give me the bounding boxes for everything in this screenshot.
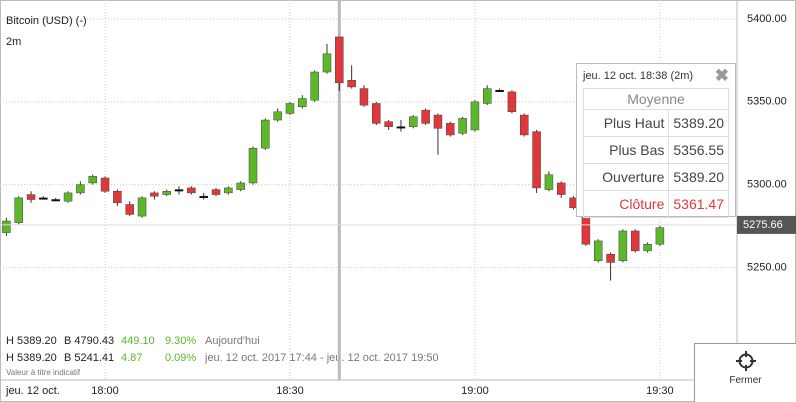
candle-body (298, 98, 307, 108)
candle-body (51, 199, 60, 202)
candle-body (88, 176, 97, 184)
candle-body (446, 123, 455, 136)
info-high: H 5389.20 (6, 352, 57, 364)
candle-body (655, 227, 665, 245)
info-low: B 4790.43 (64, 335, 114, 347)
chart-title: Bitcoin (USD) (-) (6, 15, 87, 27)
last-price-label: 5275.66 (743, 219, 783, 231)
candle-body (643, 243, 652, 252)
info-pct: 9.30% (165, 335, 196, 347)
row-label: Clôture (582, 190, 670, 218)
x-tick-label: 19:00 (461, 385, 489, 397)
candle-body (507, 91, 517, 113)
candle-body (224, 187, 233, 194)
candle-body (606, 253, 615, 263)
info-change: 449.10 (121, 335, 155, 347)
candle-body (174, 189, 184, 192)
candle-body (2, 220, 11, 233)
candle-body (359, 88, 369, 106)
candle-body (162, 190, 171, 195)
x-tick-label: 18:00 (91, 385, 119, 397)
row-label: Ouverture (582, 163, 670, 191)
candle-body (630, 230, 640, 252)
info-period: Aujourd'hui (205, 335, 260, 347)
tooltip-close[interactable]: ✖ (714, 66, 729, 85)
tooltip-average: Moyenne (583, 88, 729, 110)
candle-body (396, 126, 406, 129)
row-value: 5389.20 (668, 163, 729, 191)
candle-body (618, 230, 628, 262)
crosshair-icon (735, 351, 756, 371)
candle-body (187, 187, 196, 194)
candle-body (372, 103, 381, 124)
candle-body (520, 114, 529, 136)
y-tick-label: 5250.00 (747, 261, 787, 273)
candle-body (150, 192, 159, 197)
x-tick-label: 18:30 (276, 385, 304, 397)
candle-body (236, 182, 245, 190)
candle-body (458, 118, 467, 134)
interval: 2m (6, 36, 21, 48)
candle-body (26, 194, 36, 200)
candle-body (113, 190, 122, 204)
info-change: 4.87 (121, 352, 142, 364)
info-low: B 5241.41 (64, 352, 114, 364)
candle-body (100, 177, 110, 192)
y-tick-label: 5350.00 (747, 96, 787, 108)
candle-body (593, 240, 603, 262)
tooltip-table: Moyenne Plus Haut 5389.20 Plus Bas 5356.55… (582, 88, 729, 218)
info-panel: H 5389.20 B 4790.43 449.10 9.30% Aujourd… (6, 335, 439, 377)
row-value: 5356.55 (668, 136, 729, 164)
candle-body (347, 80, 356, 88)
y-tick-label: 5300.00 (747, 179, 787, 191)
candle-body (335, 36, 344, 84)
candle-body (39, 197, 48, 200)
candle-body (211, 189, 221, 195)
candle-body (470, 101, 480, 131)
candle-body (63, 192, 73, 202)
candle-body (557, 182, 566, 195)
close-button[interactable]: Fermer (694, 343, 796, 402)
disclaimer: Valeur à titre indicatif (6, 368, 81, 377)
candle-body (137, 197, 147, 217)
candle-body (261, 119, 270, 149)
info-pct: 0.09% (165, 352, 196, 364)
candle-body (544, 174, 554, 190)
candle-body (384, 121, 393, 127)
y-tick-label: 5400.00 (747, 13, 787, 25)
candle-body (76, 184, 85, 194)
candle-body (409, 116, 418, 127)
x-tick-label: 19:30 (646, 385, 674, 397)
candle-body (532, 131, 541, 189)
candle-body (125, 204, 134, 215)
candle-body (199, 195, 208, 198)
candle-body (14, 197, 23, 223)
tooltip-header: jeu. 12 oct. 18:38 (2m) (583, 70, 694, 82)
tooltip: jeu. 12 oct. 18:38 (2m) ✖ Moyenne Plus H… (576, 63, 736, 218)
candle-body (248, 147, 258, 184)
button-label: Fermer (729, 375, 762, 386)
row-label: Plus Bas (582, 136, 670, 164)
candle-body (310, 71, 319, 101)
candle-body (483, 88, 492, 104)
candle-body (273, 111, 282, 121)
row-value: 5389.20 (668, 109, 729, 137)
info-period: jeu. 12 oct. 2017 17:44 - jeu. 12 oct. 2… (204, 352, 439, 364)
candle-body (433, 114, 443, 129)
candle-body (495, 89, 504, 92)
candles: 5275.66 (0, 0, 796, 380)
row-value: 5361.47 (668, 190, 729, 218)
candle-body (285, 103, 295, 114)
candle-body (322, 53, 332, 73)
info-high: H 5389.20 (6, 335, 57, 347)
row-label: Plus Haut (582, 109, 670, 137)
last-price-box (737, 215, 796, 234)
candle-body (421, 109, 430, 124)
date-label: jeu. 12 oct. (5, 385, 60, 397)
